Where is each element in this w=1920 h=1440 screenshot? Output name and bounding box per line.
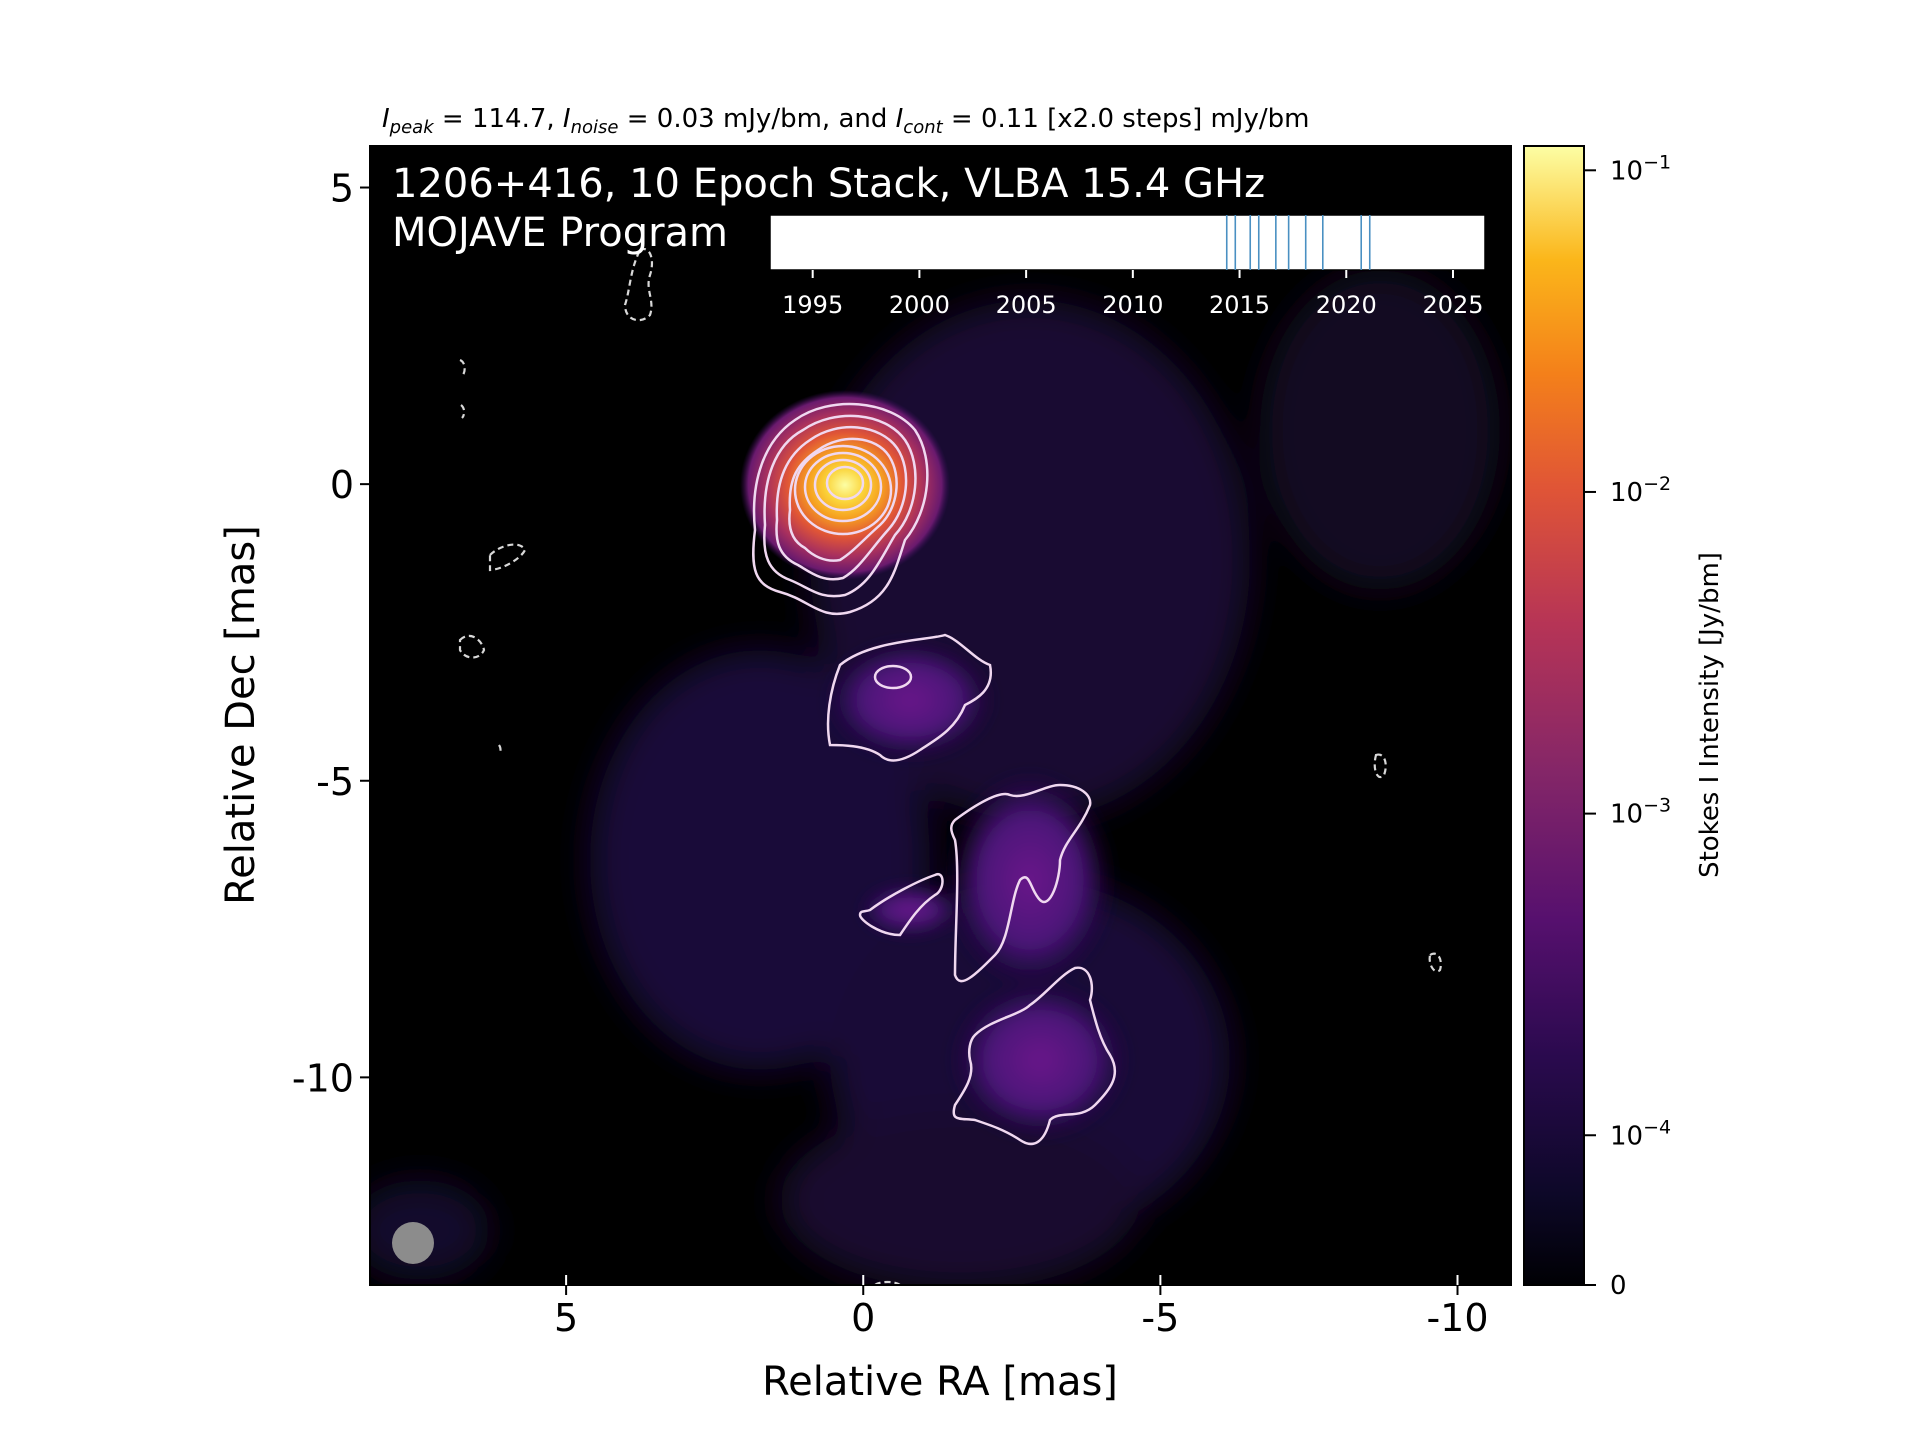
y-axis-label: Relative Dec [mas] [218,525,264,905]
image-frame [369,145,1512,1286]
x-axis-ticks: 5 0 -5 -10 [554,1275,1489,1340]
epoch-timeline-inset: 1995 2000 2005 2010 2015 2020 2025 [769,214,1486,319]
epoch-markers [1225,215,1371,270]
panel-title-line2: MOJAVE Program [392,210,728,256]
y-tick-label: 0 [330,463,354,507]
image-panel [369,145,1512,1286]
colorbar-label: Stokes I Intensity [Jy/bm] [1695,552,1725,878]
y-tick-label: 5 [330,167,354,211]
jet-emission [825,640,1130,1140]
epoch-timeline-ticks: 1995 2000 2005 2010 2015 2020 2025 [782,270,1484,319]
epoch-tick-label: 2020 [1316,291,1377,319]
panel-title-line1: 1206+416, 10 Epoch Stack, VLBA 15.4 GHz [392,161,1265,207]
beam-ellipse [392,1222,434,1264]
colorbar: 10−1 10−2 10−3 10−4 0 Stokes I Intensity [Jy… [1523,145,1725,1301]
colorbar-tick-label: 10−2 [1610,473,1671,508]
y-tick-label: -5 [316,760,354,804]
y-axis-ticks: 5 0 -5 -10 [292,167,370,1100]
colorbar-tick-label: 10−4 [1610,1116,1671,1151]
epoch-timeline-box [769,214,1486,271]
colorbar-tick-label: 10−3 [1610,795,1671,830]
epoch-tick-label: 1995 [782,291,843,319]
colorbar-tick-label: 10−1 [1610,151,1671,186]
positive-contours [752,402,1117,1146]
x-tick-label: 5 [554,1296,578,1340]
epoch-tick-label: 2005 [996,291,1057,319]
x-tick-label: -10 [1426,1296,1488,1340]
y-tick-label: -10 [292,1056,354,1100]
x-tick-label: -5 [1141,1296,1179,1340]
colorbar-tick-label: 0 [1610,1271,1627,1301]
colorbar-ticks: 10−1 10−2 10−3 10−4 0 [1584,151,1671,1301]
x-tick-label: 0 [851,1296,875,1340]
x-axis-label: Relative RA [mas] [762,1359,1118,1405]
epoch-tick-label: 2010 [1102,291,1163,319]
epoch-tick-label: 2025 [1422,291,1483,319]
colorbar-gradient [1523,145,1585,1286]
epoch-tick-label: 2000 [889,291,950,319]
intensity-summary-header: Ipeak = 114.7, Inoise = 0.03 mJy/bm, and… [382,104,1309,138]
epoch-tick-label: 2015 [1209,291,1270,319]
core-emission [740,390,950,580]
